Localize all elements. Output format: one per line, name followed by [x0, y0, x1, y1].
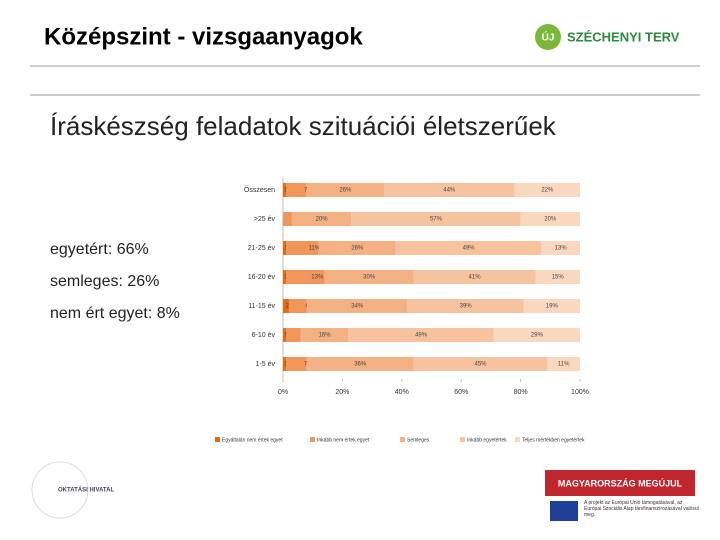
bar-segment — [285, 357, 307, 371]
data-label: 39% — [460, 304, 473, 310]
slide-header: Középszint - vizsgaanyagok — [44, 23, 363, 50]
data-label: 44% — [443, 188, 456, 194]
y-tick-label: Összesen — [244, 186, 275, 194]
bar-segment — [413, 357, 548, 371]
bar-segment — [283, 270, 286, 284]
bar-segment — [541, 241, 580, 255]
bar-segment — [523, 299, 580, 313]
legend-label: Inkább nem értek egyet — [317, 437, 370, 443]
y-tick-label: 11-15 év — [248, 303, 275, 310]
bar-segment — [285, 270, 325, 284]
bar-segment — [306, 299, 408, 313]
data-label: 20% — [544, 217, 557, 223]
logo-badge: ÚJ — [542, 31, 555, 44]
bar-segment — [283, 212, 292, 226]
bar-segment — [283, 357, 286, 371]
bar-segment — [285, 328, 301, 342]
bar-segment — [395, 241, 542, 255]
data-label: 34% — [351, 304, 364, 310]
bar-segment — [351, 212, 521, 226]
x-tick-label: 40% — [395, 389, 409, 396]
x-tick-label: 0% — [278, 389, 288, 396]
summary-line: nem ért egyet: 8% — [50, 305, 180, 322]
office-logo — [31, 461, 89, 519]
data-label: 20% — [316, 217, 329, 223]
banner — [545, 470, 695, 496]
data-label: 41% — [469, 275, 482, 281]
data-label: 15% — [552, 275, 565, 281]
x-tick-label: 100% — [571, 389, 589, 396]
data-label: 57% — [430, 217, 443, 223]
subtitle: Íráskészség feladatok szituációi életsze… — [50, 111, 557, 141]
bar-segment — [306, 357, 414, 371]
data-label: 29% — [531, 333, 544, 339]
bar-segment — [407, 299, 524, 313]
data-label: 36% — [354, 362, 367, 368]
bar-segment — [283, 328, 286, 342]
eu-note-box: A projekt az Európai Unió támogatásával,… — [584, 500, 699, 518]
bar-segment — [283, 241, 286, 255]
eu-note: A projekt az Európai Unió támogatásával,… — [584, 500, 699, 518]
legend-swatch — [460, 437, 465, 442]
summary-line: semleges: 26% — [50, 273, 159, 290]
legend-swatch — [400, 437, 405, 442]
bar-segment — [547, 357, 580, 371]
x-tick-label: 20% — [335, 389, 349, 396]
logo-circle — [535, 24, 561, 50]
eu-flag — [550, 501, 578, 521]
legend-swatch — [215, 437, 220, 442]
y-tick-label: 16-20 év — [248, 274, 276, 281]
bar-segment — [291, 212, 352, 226]
x-tick-label: 60% — [454, 389, 468, 396]
office-name: OKTATÁSI HIVATAL — [58, 487, 114, 494]
data-label: 49% — [415, 333, 428, 339]
data-label: 13% — [311, 275, 324, 281]
bar-segment — [324, 270, 414, 284]
summary-line: egyetért: 66% — [50, 241, 149, 258]
y-tick-label: >25 év — [254, 216, 276, 223]
legend-label: Inkább egyetértek — [467, 437, 507, 443]
data-label: 11% — [558, 362, 570, 368]
legend-label: Semleges — [407, 437, 430, 443]
data-label: 16% — [319, 333, 332, 339]
bar-segment — [348, 328, 494, 342]
data-label: 11% — [309, 246, 321, 252]
bar-segment — [306, 183, 384, 197]
bar-segment — [520, 212, 580, 226]
bar-segment — [535, 270, 580, 284]
bar-segment — [300, 328, 349, 342]
logo-text: SZÉCHENYI TERV — [567, 29, 680, 44]
y-tick-label: 1-5 év — [256, 361, 276, 368]
data-label: 45% — [474, 362, 487, 368]
legend-label: Egyáltalán nem értek egyet — [222, 437, 283, 443]
bar-segment — [514, 183, 580, 197]
y-tick-label: 6-10 év — [252, 332, 276, 339]
x-tick-label: 80% — [514, 389, 528, 396]
bar-segment — [383, 183, 515, 197]
data-label: 19% — [546, 304, 559, 310]
data-label: 13% — [555, 246, 568, 252]
bar-segment — [283, 183, 286, 197]
y-tick-label: 21-25 év — [248, 245, 276, 252]
legend-swatch — [310, 437, 315, 442]
bar-segment — [288, 299, 307, 313]
data-label: 22% — [541, 188, 554, 194]
bar-segment — [285, 183, 307, 197]
bar-segment — [285, 241, 319, 255]
bar-segment — [283, 299, 289, 313]
bar-segment — [493, 328, 580, 342]
bar-segment — [413, 270, 536, 284]
data-label: 26% — [339, 188, 352, 194]
bar-segment — [318, 241, 396, 255]
banner-text: MAGYARORSZÁG MEGÚJUL — [558, 477, 683, 488]
data-label: 30% — [363, 275, 376, 281]
legend-swatch — [515, 437, 520, 442]
legend-label: Teljes mértékben egyetértek — [522, 437, 585, 443]
data-label: 49% — [463, 246, 476, 252]
data-label: 26% — [351, 246, 364, 252]
